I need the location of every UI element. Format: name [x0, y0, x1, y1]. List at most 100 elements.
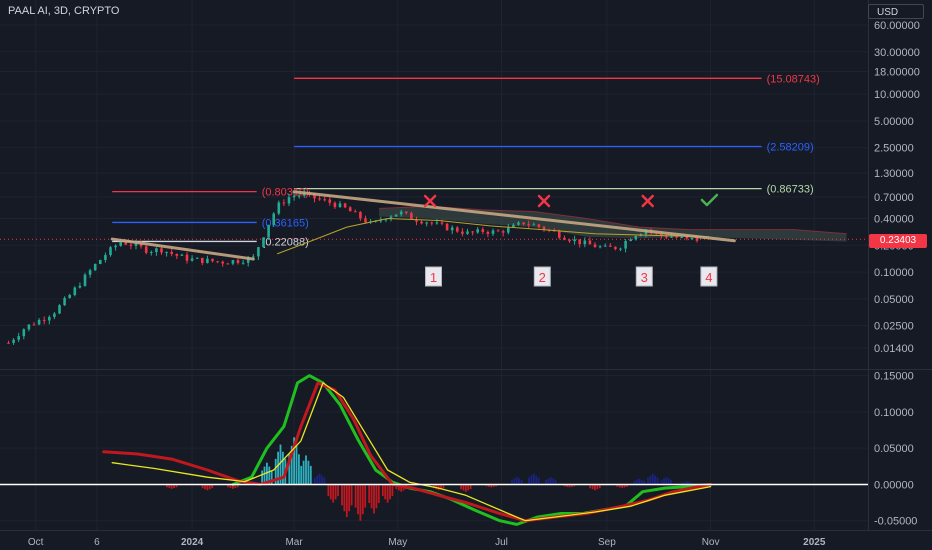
candle-body — [119, 241, 122, 246]
candle-body — [201, 257, 204, 263]
price-axis-tick-label: 0.05000 — [874, 294, 914, 306]
price-axis-tick-label: 18.00000 — [874, 67, 920, 79]
candle-body — [410, 213, 413, 220]
histogram-bar — [348, 484, 351, 512]
histogram-bar — [274, 458, 277, 485]
histogram-bar — [397, 484, 400, 491]
histogram-bar — [513, 478, 516, 485]
histogram-bar — [467, 484, 470, 491]
candle-body — [104, 255, 107, 261]
candle-body — [338, 203, 342, 208]
histogram-bar — [511, 479, 513, 485]
histogram-bar — [302, 460, 305, 485]
histogram-bar — [643, 480, 645, 485]
histogram-bar — [327, 484, 330, 497]
histogram-bar — [647, 477, 649, 485]
candle-body — [109, 247, 112, 256]
candle-body — [471, 231, 474, 233]
candle-body — [83, 274, 87, 286]
candle-body — [190, 258, 194, 261]
histogram-bar — [635, 479, 638, 485]
price-axis-tick-label: 0.70000 — [874, 192, 914, 204]
candle-body — [384, 219, 388, 221]
candle-body — [32, 324, 36, 326]
candle-body — [226, 263, 230, 265]
price-axis-tick-label: 2.50000 — [874, 143, 914, 155]
histogram-bar — [229, 484, 232, 489]
histogram-bar — [350, 484, 353, 506]
candle-body — [328, 199, 332, 203]
histogram-bar — [341, 484, 343, 506]
candle-body — [501, 231, 505, 233]
candle-body — [53, 313, 56, 317]
histogram-bar — [549, 477, 552, 485]
candle-body — [343, 203, 347, 208]
candle-body — [675, 236, 678, 238]
candle-body — [297, 195, 301, 197]
histogram-bar — [690, 482, 693, 485]
candle-body — [267, 224, 270, 238]
candle-body — [150, 251, 153, 253]
time-axis-tick-label: 2024 — [181, 537, 204, 548]
histogram-bar — [298, 454, 300, 485]
price-level-label: (2.58209) — [767, 141, 814, 153]
histogram-bar — [535, 475, 538, 485]
candle-body — [522, 222, 525, 225]
candle-body — [450, 227, 454, 231]
histogram-bar — [688, 482, 691, 485]
annotation-box — [635, 266, 653, 287]
histogram-bar — [354, 484, 357, 508]
histogram-bar — [437, 484, 440, 491]
candle-body — [185, 254, 189, 261]
histogram-bar — [391, 484, 394, 497]
histogram-bar — [232, 484, 234, 489]
histogram-bar — [170, 484, 173, 489]
histogram-bar — [290, 445, 293, 485]
histogram-bar — [598, 484, 601, 489]
price-axis-tick-label: 0.01400 — [874, 343, 914, 355]
histogram-bar — [211, 484, 214, 489]
cross-mark — [537, 194, 551, 208]
candle-body — [348, 207, 352, 212]
candle-body — [206, 258, 209, 263]
candle-body — [603, 245, 607, 247]
histogram-bar — [261, 470, 263, 485]
histogram-bar — [530, 475, 533, 485]
candle-body — [634, 236, 638, 240]
slow-line — [111, 382, 712, 522]
candle-body — [211, 258, 214, 262]
histogram-bar — [345, 484, 348, 518]
price-axis-tick-label: 0.02500 — [874, 321, 914, 333]
candle-body — [359, 211, 362, 219]
histogram-bar — [528, 477, 530, 485]
histogram-bar — [384, 484, 387, 500]
histogram-bar — [307, 460, 310, 485]
histogram-bar — [175, 484, 178, 488]
histogram-bar — [633, 480, 636, 485]
candle-body — [333, 202, 337, 208]
candle-body — [99, 260, 102, 264]
time-axis-tick-label: Jul — [495, 537, 508, 548]
histogram-bar — [295, 445, 298, 485]
chart-title: PAAL AI, 3D, CRYPTO — [8, 5, 120, 17]
candle-body — [609, 245, 612, 247]
candle-body — [165, 251, 168, 253]
candle-body — [277, 202, 281, 214]
histogram-bar — [520, 479, 523, 485]
histogram-bar — [654, 475, 657, 485]
candle-body — [292, 195, 296, 198]
candle-body — [491, 230, 495, 234]
candle-body — [257, 247, 260, 257]
histogram-bar — [277, 451, 279, 485]
candle-body — [466, 231, 469, 234]
candle-body — [435, 222, 439, 224]
candle-body — [155, 248, 158, 252]
trendline — [110, 237, 255, 261]
candle-body — [27, 324, 31, 330]
candle-body — [598, 246, 602, 248]
annotation-box — [533, 266, 551, 287]
candle-body — [180, 254, 184, 256]
histogram-bar — [166, 484, 168, 488]
currency-selector[interactable]: USD — [868, 4, 924, 19]
